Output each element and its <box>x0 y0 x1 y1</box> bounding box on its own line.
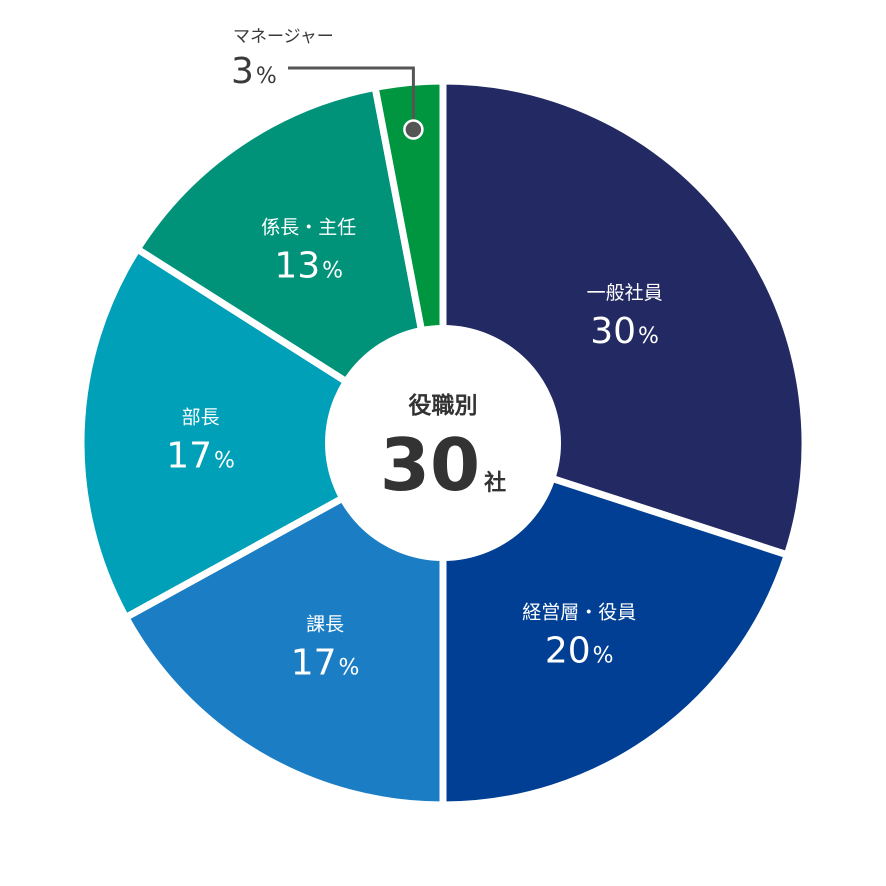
leader-line <box>288 66 415 130</box>
slice-value-percent-4: % <box>322 258 343 283</box>
slice-value-percent-5: % <box>256 64 277 89</box>
manager-leader-line <box>288 66 424 140</box>
slice-value-percent-0: % <box>638 324 659 349</box>
center-hole <box>325 325 561 561</box>
pie-slice-2 <box>121 437 447 809</box>
slice-label-value-3: 17% <box>166 435 235 476</box>
slice-label-value-0: 30% <box>590 311 659 352</box>
pie-slice-1 <box>439 438 792 809</box>
center-title: 役職別 <box>409 392 478 419</box>
slice-value-number-4: 13 <box>274 245 320 286</box>
slice-label-name-2: 課長 <box>306 613 344 635</box>
slice-value-number-5: 3 <box>231 51 254 92</box>
center-count: 30 <box>380 423 480 507</box>
slice-label-name-3: 部長 <box>182 406 220 428</box>
slice-label-value-4: 13% <box>274 245 343 286</box>
slice-label-value-5: 3% <box>231 51 277 92</box>
slice-value-number-3: 17 <box>166 435 212 476</box>
slice-value-number-0: 30 <box>590 311 636 352</box>
slice-label-name-4: 係長・主任 <box>261 216 356 238</box>
pie-slice-3 <box>77 244 450 623</box>
slice-value-number-1: 20 <box>545 630 591 671</box>
center-unit: 社 <box>484 470 506 496</box>
slice-label-name-1: 経営層・役員 <box>522 601 636 623</box>
slice-label-value-1: 20% <box>545 630 614 671</box>
slice-value-percent-3: % <box>214 448 235 473</box>
slice-labels: 一般社員 30% 経営層・役員 20% 課長 17% 部長 17% 係長・主任 13% マネージャー… <box>166 27 662 683</box>
slice-value-percent-2: % <box>339 655 360 680</box>
slice-label-value-2: 17% <box>291 642 360 683</box>
leader-dot <box>403 119 424 140</box>
center-total: 30 社 <box>380 423 506 507</box>
slice-label-name-0: 一般社員 <box>587 282 663 304</box>
slice-value-percent-1: % <box>593 643 614 668</box>
slice-label-name-5: マネージャー <box>233 27 334 47</box>
slice-value-number-2: 17 <box>291 642 337 683</box>
